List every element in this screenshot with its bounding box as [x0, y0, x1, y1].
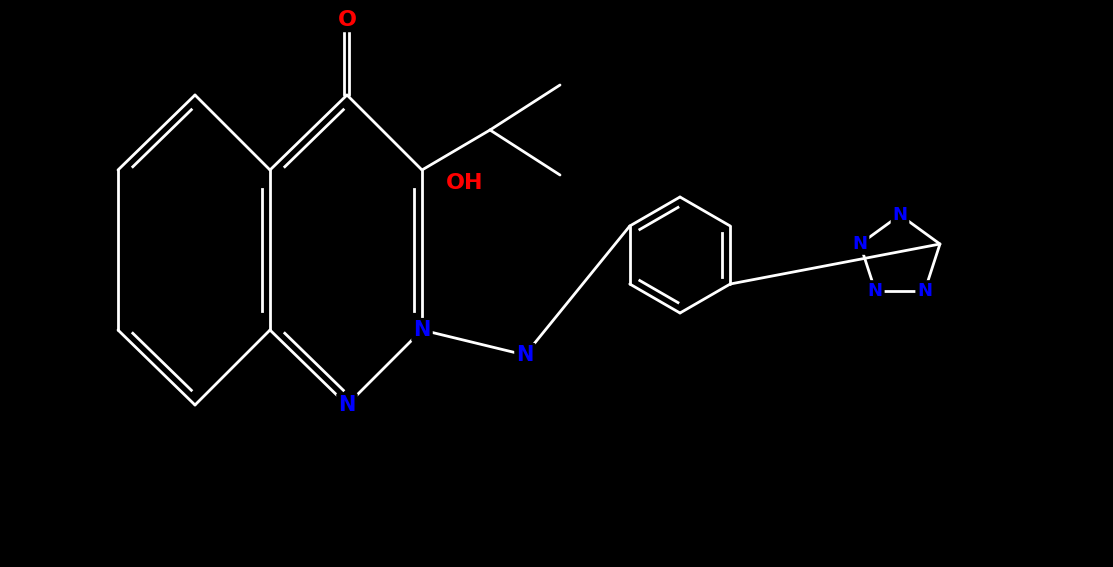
Text: N: N	[516, 345, 534, 365]
Text: N: N	[338, 395, 356, 415]
Text: N: N	[853, 235, 867, 253]
Text: OH: OH	[446, 173, 484, 193]
Text: O: O	[337, 10, 356, 30]
Text: N: N	[917, 282, 933, 300]
Text: N: N	[413, 320, 431, 340]
Text: N: N	[868, 282, 883, 300]
Text: N: N	[893, 206, 907, 224]
